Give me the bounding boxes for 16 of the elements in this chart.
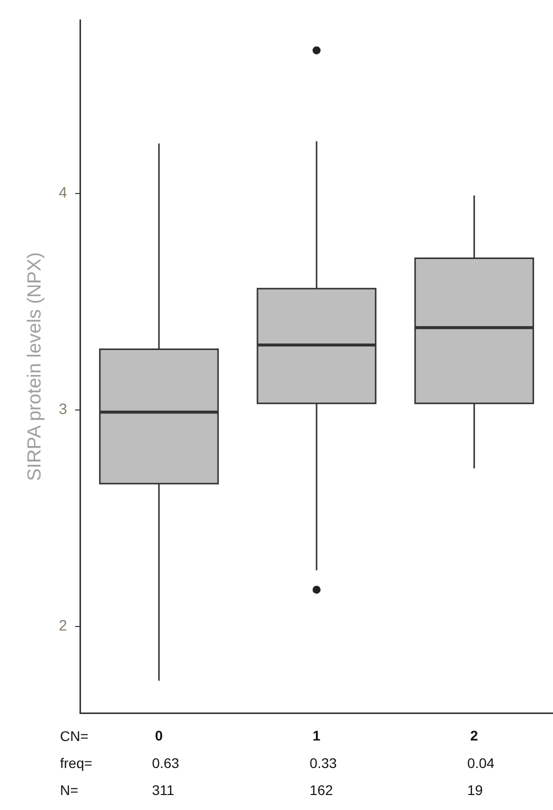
y-tick-label: 2 bbox=[58, 618, 68, 635]
y-tick-label: 4 bbox=[58, 184, 68, 202]
x-tick-label: 2 bbox=[470, 727, 478, 744]
text: 0.63 bbox=[152, 755, 180, 772]
text: 0.33 bbox=[310, 755, 338, 772]
text: 162 bbox=[310, 782, 334, 798]
x-tick-label: 1 bbox=[312, 727, 321, 744]
y-axis-title: SIRPA protein levels (NPX) bbox=[24, 252, 46, 481]
text: 19 bbox=[467, 782, 483, 798]
text: CN= bbox=[60, 728, 88, 744]
text: 0.04 bbox=[467, 755, 495, 772]
y-tick-label: 3 bbox=[58, 401, 68, 418]
x-tick-label: 0 bbox=[155, 727, 164, 744]
text: freq= bbox=[60, 755, 92, 772]
text: N= bbox=[60, 782, 78, 798]
text: 311 bbox=[152, 782, 174, 798]
